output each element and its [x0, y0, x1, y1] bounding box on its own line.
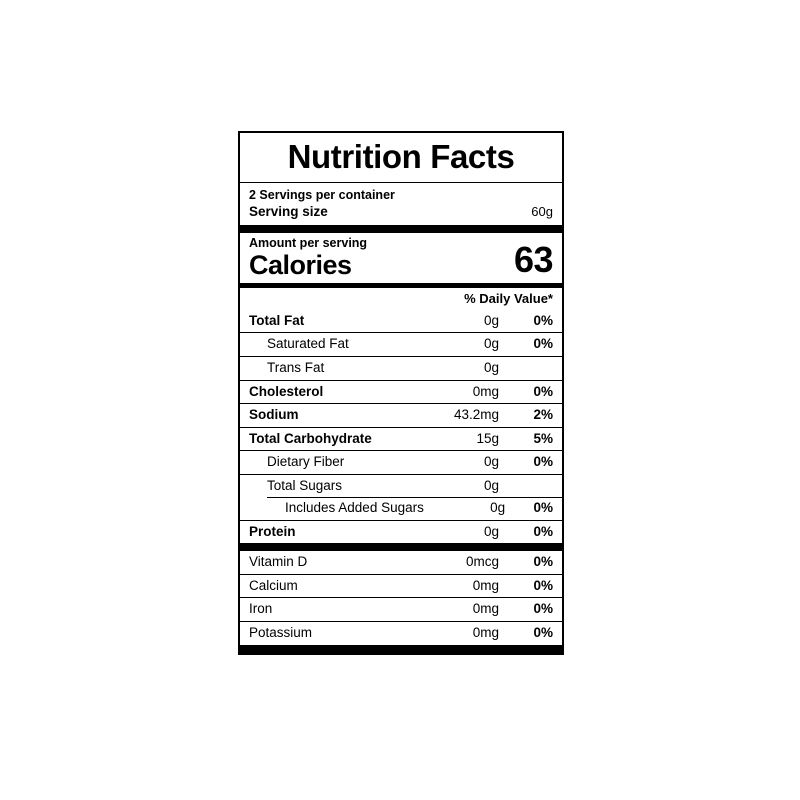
nutrient-amount: 0g — [483, 523, 499, 539]
nutrient-daily-value: 5% — [533, 430, 553, 446]
nutrient-name: Cholesterol — [249, 383, 324, 399]
nutrient-name: Total Sugars — [267, 477, 343, 493]
nutrient-daily-value: 0% — [533, 454, 553, 470]
divider-above-calories — [240, 225, 562, 234]
nutrient-amount: 43.2mg — [453, 407, 499, 423]
nutrient-name: Sodium — [249, 407, 299, 423]
nutrient-amount: 0g — [483, 454, 499, 470]
nutrient-amount: 0mg — [472, 577, 499, 593]
nutrient-daily-value: 0% — [533, 554, 553, 570]
divider-under-title — [240, 181, 562, 183]
divider-under-calories — [240, 282, 562, 288]
amount-per-serving-label: Amount per serving — [249, 236, 368, 251]
nutrient-rows: Total Fat 0g 0% Saturated Fat 0g 0% Trans Fat 0… — [240, 310, 562, 543]
page-title: Nutrition Facts — [287, 138, 515, 175]
nutrient-row: Dietary Fiber 0g 0% — [240, 450, 562, 474]
nutrient-name: Includes Added Sugars — [285, 500, 424, 516]
nutrient-amount: 15g — [476, 430, 499, 446]
nutrient-row: Calcium 0mg 0% — [240, 573, 562, 598]
nutrient-row: Includes Added Sugars 0g 0% — [240, 497, 562, 520]
servings-per-container: 2 Servings per container — [249, 187, 395, 202]
nutrient-row: Vitamin D 0mcg 0% — [240, 551, 562, 574]
nutrient-amount: 0mg — [472, 601, 499, 617]
serving-size-value: 60g — [531, 203, 553, 219]
nutrient-row: Trans Fat 0g — [240, 356, 562, 380]
nutrient-amount: 0g — [490, 500, 506, 516]
nutrient-row: Protein 0g 0% — [240, 519, 562, 544]
calories-block: Amount per serving Calories 63 — [240, 233, 562, 283]
nutrient-name: Potassium — [249, 625, 313, 641]
nutrient-daily-value: 0% — [533, 336, 553, 352]
nutrient-row: Potassium 0mg 0% — [240, 621, 562, 645]
nutrient-row: Cholesterol 0mg 0% — [240, 379, 562, 404]
divider-above-micronutrients — [240, 543, 562, 552]
servings-block: 2 Servings per container Serving size 60… — [240, 183, 562, 226]
nutrient-daily-value: 0% — [533, 312, 553, 328]
nutrient-row: Total Sugars 0g — [240, 473, 562, 498]
nutrient-name: Total Carbohydrate — [249, 430, 372, 446]
daily-value-header: % Daily Value* — [464, 290, 553, 306]
nutrient-amount: 0mg — [472, 383, 499, 399]
nutrient-amount: 0g — [483, 336, 499, 352]
nutrient-daily-value: 0% — [533, 523, 553, 539]
nutrient-name: Iron — [249, 601, 273, 617]
nutrient-name: Dietary Fiber — [267, 454, 345, 470]
nutrition-facts-label: Nutrition Facts 2 Servings per container… — [238, 131, 564, 655]
nutrient-daily-value: 0% — [533, 601, 553, 617]
nutrient-name: Trans Fat — [267, 360, 325, 375]
nutrient-amount: 0g — [483, 312, 499, 328]
calories-value: 63 — [513, 238, 554, 280]
nutrient-amount: 0g — [483, 477, 499, 493]
nutrient-amount: 0mcg — [465, 554, 499, 570]
nutrient-daily-value: 0% — [533, 383, 553, 399]
nutrient-row: Iron 0mg 0% — [240, 597, 562, 621]
bottom-bar — [240, 644, 562, 653]
nutrient-row: Saturated Fat 0g 0% — [240, 332, 562, 356]
nutrient-amount: 0mg — [472, 625, 499, 641]
nutrient-name: Vitamin D — [249, 554, 308, 570]
nutrient-row: Sodium 43.2mg 2% — [240, 403, 562, 427]
serving-size-row: Serving size 60g — [249, 203, 553, 221]
nutrient-daily-value: 0% — [533, 625, 553, 641]
nutrient-daily-value: 0% — [533, 577, 553, 593]
nutrient-name: Saturated Fat — [267, 336, 349, 352]
nutrient-amount: 0g — [483, 360, 499, 375]
nutrient-daily-value: 0% — [533, 500, 553, 516]
nutrient-name: Total Fat — [249, 312, 305, 328]
nutrient-name: Calcium — [249, 577, 298, 593]
nutrient-name: Protein — [249, 523, 296, 539]
micronutrient-rows: Vitamin D 0mcg 0% Calcium 0mg 0% Iron 0mg 0% Pota… — [240, 551, 562, 644]
calories-left: Amount per serving Calories — [249, 236, 367, 279]
nutrient-daily-value: 2% — [533, 407, 553, 423]
serving-size-label: Serving size — [249, 203, 328, 219]
nutrient-row: Total Carbohydrate 15g 5% — [240, 426, 562, 451]
calories-label: Calories — [249, 249, 352, 280]
nutrient-row: Total Fat 0g 0% — [240, 310, 562, 333]
